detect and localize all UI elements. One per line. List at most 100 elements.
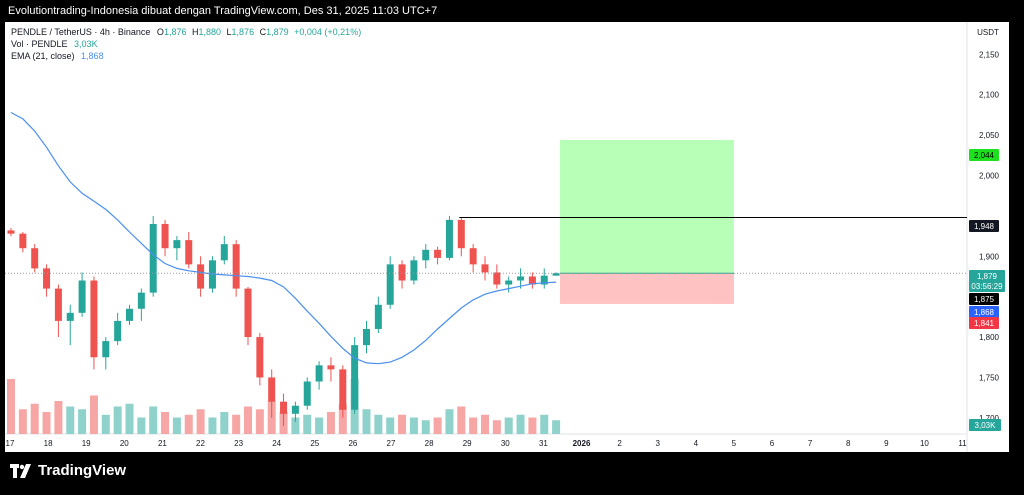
volume-bar xyxy=(374,414,383,434)
candle-body xyxy=(114,320,122,342)
volume-bar xyxy=(30,403,39,434)
price-tick-label: 1,800 xyxy=(979,333,1000,342)
volume-bar xyxy=(552,420,561,434)
svg-text:03:56:29: 03:56:29 xyxy=(971,282,1003,291)
candle-body xyxy=(280,401,288,414)
volume-bar xyxy=(398,414,407,434)
volume-bar xyxy=(78,409,87,434)
volume-bar xyxy=(113,406,122,434)
time-tick-label: 17 xyxy=(6,439,15,448)
candle-body xyxy=(149,223,157,293)
candle-body xyxy=(505,280,513,285)
candle-body xyxy=(161,223,169,249)
time-tick-label: 26 xyxy=(348,439,357,448)
volume-bar xyxy=(492,420,501,434)
legend-volume-label: Vol · PENDLE xyxy=(11,39,68,49)
volume-bar xyxy=(469,417,478,434)
svg-text:1,879: 1,879 xyxy=(977,272,998,281)
time-tick-label: 18 xyxy=(44,439,53,448)
candle-body xyxy=(256,337,264,378)
candle-body xyxy=(126,308,133,321)
candle-body xyxy=(268,377,276,402)
candle-body xyxy=(31,248,39,269)
volume-bar xyxy=(54,401,63,434)
volume-bar xyxy=(149,406,158,434)
volume-bar xyxy=(7,379,15,434)
time-tick-label: 7 xyxy=(808,439,813,448)
svg-text:EMA (21, close) 1,868: EMA (21, close) 1,868 xyxy=(11,51,104,61)
candle-body xyxy=(303,381,311,406)
legend-open-label: O xyxy=(157,27,164,37)
candle-body xyxy=(327,365,335,370)
svg-text:Vol · PENDLE 3,03K: Vol · PENDLE 3,03K xyxy=(11,39,98,49)
candle-body xyxy=(137,292,145,309)
volume-bar xyxy=(244,406,252,434)
legend-symbol: PENDLE / TetherUS · 4h · Binance xyxy=(11,27,150,37)
volume-bar xyxy=(409,417,418,434)
volume-bar xyxy=(516,414,525,434)
candle-body xyxy=(19,233,27,249)
legend-high-value: 1,880 xyxy=(198,27,221,37)
chart-panel[interactable]: PENDLE / TetherUS · 4h · Binance O1,876 … xyxy=(5,22,1009,452)
svg-text:1,841: 1,841 xyxy=(974,319,995,328)
svg-text:1,868: 1,868 xyxy=(974,308,995,317)
candle-body xyxy=(102,341,110,358)
price-tick-label: 1,700 xyxy=(979,414,1000,423)
volume-bar xyxy=(220,412,229,434)
candle-body xyxy=(220,244,228,261)
price-tick-label: 1,900 xyxy=(979,252,1000,261)
price-chart[interactable]: PENDLE / TetherUS · 4h · Binance O1,876 … xyxy=(5,22,1009,452)
time-tick-label: 10 xyxy=(920,439,929,448)
time-tick-label: 3 xyxy=(655,439,660,448)
time-tick-label: 31 xyxy=(539,439,548,448)
candle-body xyxy=(339,369,347,410)
volume-bar xyxy=(315,417,324,434)
tradingview-logo[interactable]: TradingView xyxy=(10,462,126,479)
candle-body xyxy=(197,264,205,289)
target-price-badge: 2,044 xyxy=(969,149,999,161)
volume-badge: 3,03K xyxy=(969,419,1001,431)
volume-bar xyxy=(338,403,347,434)
price-tick-label: 2,050 xyxy=(979,131,1000,140)
ema-price-badge: 1,868 xyxy=(969,306,999,318)
volume-bar xyxy=(208,417,217,434)
price-tick-label: 2,100 xyxy=(979,91,1000,100)
svg-text:1,948: 1,948 xyxy=(974,222,995,231)
volume-bar xyxy=(504,417,513,434)
candle-body xyxy=(185,240,193,265)
candle-body xyxy=(363,328,370,346)
candle-body xyxy=(469,248,477,265)
candle-body xyxy=(78,280,86,313)
candle-body xyxy=(90,280,98,358)
candle-body xyxy=(43,268,51,289)
volume-bar xyxy=(303,414,312,434)
volume-bar xyxy=(528,417,537,434)
legend-close-label: C xyxy=(260,27,267,37)
profit-zone xyxy=(559,139,734,274)
volume-bar xyxy=(457,406,466,434)
svg-text:2,044: 2,044 xyxy=(974,151,995,160)
candle-body xyxy=(351,345,359,410)
price-tick-label: 1,750 xyxy=(979,373,1000,382)
candle-body xyxy=(244,288,252,338)
last-price-badge: 1,879 03:56:29 xyxy=(969,270,1005,292)
volume-bar xyxy=(18,409,27,434)
volume-bar xyxy=(433,417,442,434)
candle-body xyxy=(66,312,74,321)
candle-body xyxy=(315,365,323,382)
time-tick-label: 19 xyxy=(82,439,91,448)
volume-bar xyxy=(421,420,430,434)
time-tick-label: 30 xyxy=(501,439,510,448)
candle-body xyxy=(7,230,15,234)
legend-change: +0,004 (+0,21%) xyxy=(294,27,361,37)
volume-bar xyxy=(232,414,241,434)
volume-bar xyxy=(445,409,454,434)
candle-body xyxy=(386,264,394,305)
time-tick-label: 28 xyxy=(425,439,434,448)
time-tick-label: 22 xyxy=(196,439,205,448)
svg-text:3,03K: 3,03K xyxy=(975,421,997,430)
candle-body xyxy=(517,276,525,281)
volume-bar xyxy=(255,409,264,434)
candle-body xyxy=(493,272,501,285)
legend-volume-value: 3,03K xyxy=(74,39,98,49)
